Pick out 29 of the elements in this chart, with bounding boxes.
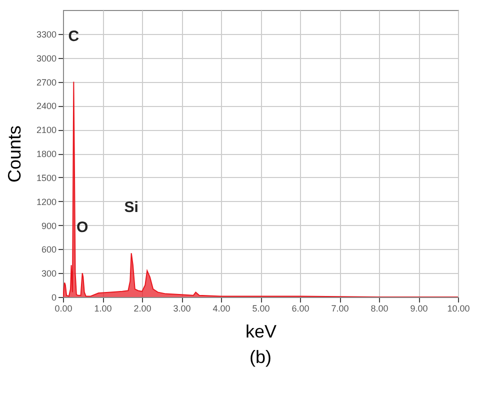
y-tick-label: 2700 — [36, 77, 56, 88]
y-axis-title: Counts — [4, 125, 24, 183]
x-tick-label: 1.00 — [94, 304, 112, 314]
y-tick-label: 1800 — [36, 149, 56, 159]
y-tick-label: 600 — [41, 244, 56, 255]
y-tick-label: 1500 — [36, 172, 56, 183]
y-tick-label: 3300 — [36, 29, 56, 40]
x-tick-label: 0.00 — [54, 304, 72, 314]
annotation: Si — [124, 199, 138, 216]
x-tick-label: 2.00 — [134, 304, 152, 314]
y-tick-label: 3000 — [36, 53, 56, 64]
x-tick-label: 10.00 — [447, 304, 470, 314]
text: (b) — [250, 347, 272, 367]
x-tick-label: 4.00 — [212, 304, 230, 314]
y-tick-label: 1200 — [36, 196, 56, 207]
x-tick-label: 8.00 — [370, 304, 388, 314]
x-tick-label: 5.00 — [252, 304, 270, 314]
y-tick-label: 900 — [41, 220, 56, 231]
x-tick-label: 9.00 — [410, 304, 428, 314]
x-tick-label: 6.00 — [292, 304, 310, 314]
y-tick-label: 2100 — [36, 125, 56, 136]
annotation: O — [76, 219, 89, 236]
x-tick-label: 7.00 — [331, 304, 349, 314]
x-axis-title: keV — [245, 322, 277, 342]
y-tick-label: 2400 — [36, 101, 56, 112]
x-tick-label: 3.00 — [173, 304, 191, 314]
annotation: C — [68, 28, 80, 45]
y-tick-label: 0 — [51, 292, 56, 302]
y-tick-label: 300 — [41, 268, 56, 279]
